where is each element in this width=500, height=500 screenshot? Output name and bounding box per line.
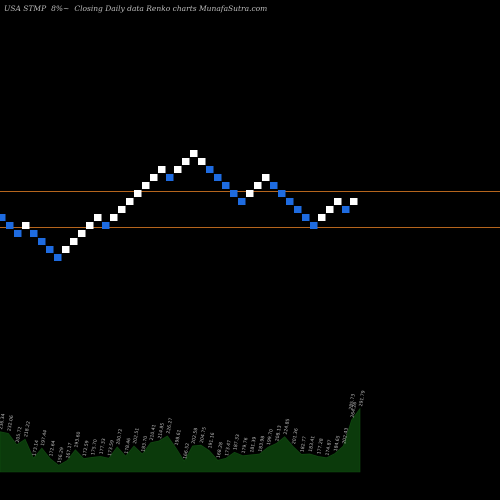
volume-label: 202.58 <box>191 427 200 444</box>
volume-label: 210.41 <box>149 424 158 441</box>
volume-label: 224.85 <box>283 418 292 435</box>
volume-label: 202.51 <box>132 427 141 444</box>
renko-brick <box>254 182 262 189</box>
volume-label: 167.17 <box>65 442 74 459</box>
volume-label: 205.72 <box>15 426 24 443</box>
renko-brick <box>62 246 70 253</box>
volume-label: 198.61 <box>174 429 183 446</box>
renko-brick <box>198 158 206 165</box>
renko-brick <box>22 222 30 229</box>
renko-brick <box>182 158 190 165</box>
volume-label: 202.43 <box>341 427 350 444</box>
volume-label: 184.65 <box>333 435 342 452</box>
volume-label: 173.47 <box>224 440 233 457</box>
renko-brick <box>166 174 174 181</box>
volume-label: 236.34 <box>0 413 7 430</box>
renko-brick <box>246 190 254 197</box>
renko-brick <box>38 238 46 245</box>
volume-label: 193.60 <box>73 431 82 448</box>
caption-label: Closing Daily data Renko charts MunafaSu… <box>74 4 268 13</box>
volume-label: 166.52 <box>182 442 191 459</box>
renko-brick <box>94 214 102 221</box>
volume-label: 214.85 <box>157 422 166 439</box>
volume-label: 204.75 <box>199 427 208 444</box>
renko-brick <box>310 222 318 229</box>
volume-label: 177.28 <box>316 438 325 455</box>
renko-brick <box>294 206 302 213</box>
volume-label: 175.70 <box>90 439 99 456</box>
volume-label: 226.27 <box>166 417 175 434</box>
renko-brick <box>206 166 214 173</box>
renko-brick <box>190 150 198 157</box>
volume-label: 183.70 <box>140 435 149 452</box>
renko-brick <box>214 174 222 181</box>
change-label: 8%~ <box>51 4 70 13</box>
renko-brick <box>118 206 126 213</box>
volume-label: 199.70 <box>266 429 275 446</box>
volume-label: 178.46 <box>124 437 133 454</box>
volume-label: 218.22 <box>23 421 32 438</box>
renko-brick <box>238 198 246 205</box>
renko-brick <box>270 182 278 189</box>
renko-brick <box>6 222 14 229</box>
volume-label: 232.06 <box>6 415 15 432</box>
renko-brick <box>302 214 310 221</box>
volume-area <box>0 407 361 473</box>
renko-brick <box>286 198 294 205</box>
renko-brick <box>78 230 86 237</box>
volume-label: 182.77 <box>299 436 308 453</box>
renko-brick <box>30 230 38 237</box>
volume-label: 291.79 <box>358 390 367 407</box>
renko-brick <box>110 214 118 221</box>
volume-label: 264.26 <box>350 401 359 418</box>
chart-header: USA STMP 8%~ Closing Daily data Renko char… <box>4 4 272 13</box>
volume-label: 191.16 <box>207 432 216 449</box>
volume-label: 174.87 <box>325 439 334 456</box>
renko-brick <box>102 222 110 229</box>
symbol-label: USA STMP <box>4 4 47 13</box>
volume-label: 172.64 <box>48 440 57 457</box>
renko-brick <box>70 238 78 245</box>
renko-brick <box>222 182 230 189</box>
renko-brick <box>174 166 182 173</box>
renko-brick <box>150 174 158 181</box>
renko-brick <box>230 190 238 197</box>
renko-brick <box>318 214 326 221</box>
volume-label: 168.28 <box>216 442 225 459</box>
volume-label: 201.36 <box>291 428 300 445</box>
volume-label: 187.33 <box>232 434 241 451</box>
renko-brick <box>0 214 6 221</box>
renko-brick <box>134 190 142 197</box>
volume-label: 156.29 <box>57 447 66 464</box>
volume-label: 183.41 <box>308 435 317 452</box>
volume-label: 179.76 <box>241 437 250 454</box>
renko-brick <box>158 166 166 173</box>
volume-label: 173.59 <box>107 440 116 457</box>
renko-brick <box>54 254 62 261</box>
renko-brick <box>278 190 286 197</box>
volume-label: 181.39 <box>249 436 258 453</box>
renko-brick <box>342 206 350 213</box>
renko-brick <box>86 222 94 229</box>
volume-label: 177.33 <box>99 438 108 455</box>
volume-label: 183.98 <box>258 435 267 452</box>
renko-brick <box>326 206 334 213</box>
volume-label: 197.44 <box>40 429 49 446</box>
volume-label: 173.14 <box>32 440 41 457</box>
renko-brick <box>262 174 270 181</box>
renko-brick <box>126 198 134 205</box>
renko-brick <box>350 198 358 205</box>
volume-label: 208.13 <box>274 425 283 442</box>
renko-brick <box>46 246 54 253</box>
volume-label: 200.72 <box>115 428 124 445</box>
volume-label: 172.59 <box>82 440 91 457</box>
renko-brick <box>334 198 342 205</box>
renko-brick <box>142 182 150 189</box>
renko-brick <box>14 230 22 237</box>
volume-last-label: 285.73 <box>348 393 357 410</box>
